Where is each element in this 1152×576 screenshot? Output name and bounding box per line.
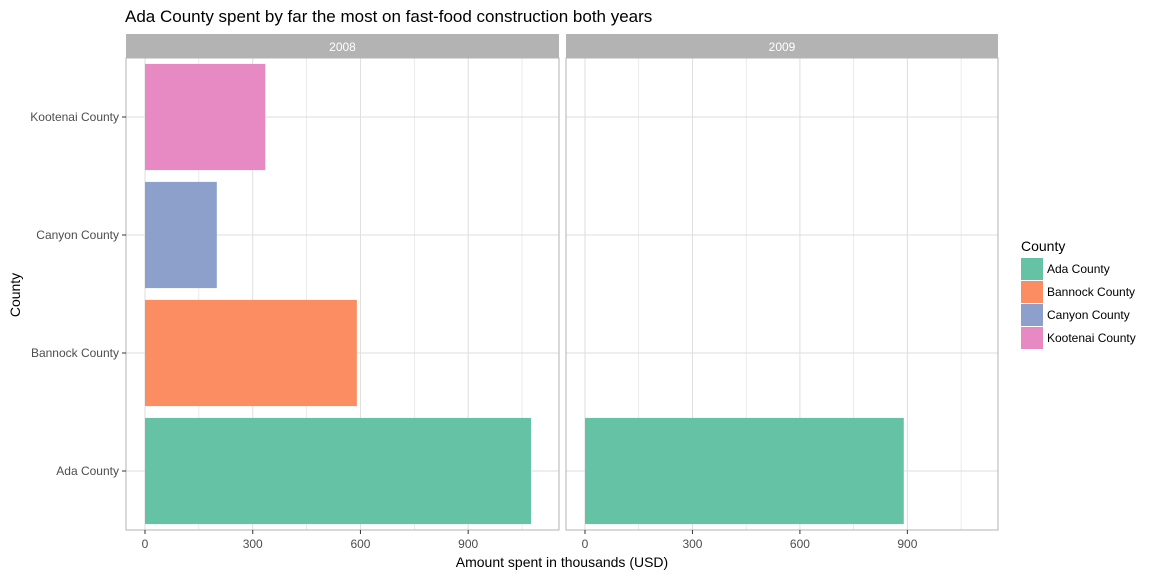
facet-strip (126, 34, 559, 58)
legend-key-ada-county (1021, 258, 1043, 280)
legend-label: Ada County (1047, 262, 1110, 276)
y-tick-label: Kootenai County (30, 110, 119, 124)
y-tick-label: Canyon County (36, 228, 119, 242)
chart-title: Ada County spent by far the most on fast… (125, 7, 652, 26)
y-axis: Ada County Bannock County Canyon County Koo… (30, 110, 126, 478)
facet-strip (566, 34, 998, 58)
legend-label: Bannock County (1047, 285, 1135, 299)
x-tick-label: 600 (790, 537, 810, 551)
x-axis-title: Amount spent in thousands (USD) (456, 554, 668, 570)
bar-ada-county-2008 (145, 417, 532, 525)
x-tick-label: 900 (897, 537, 917, 551)
bar-bannock-county-2008 (145, 299, 357, 407)
x-tick-label: 0 (582, 537, 589, 551)
facet-strip-label: 2008 (329, 40, 356, 54)
x-tick-label: 0 (142, 537, 149, 551)
legend-key-bannock-county (1021, 281, 1043, 303)
panel-border (125, 57, 560, 531)
bar-kootenai-county-2008 (145, 63, 266, 171)
legend-label: Canyon County (1047, 308, 1130, 322)
legend-label: Kootenai County (1047, 331, 1136, 345)
facet-panel-2009: 2009 0 300 600 900 (565, 34, 999, 551)
bar-canyon-county-2008 (145, 181, 217, 289)
panel-border (565, 57, 999, 531)
y-tick-label: Ada County (56, 464, 119, 478)
x-tick-label: 300 (243, 537, 263, 551)
facet-panel-2008: 2008 0 300 600 900 (125, 34, 560, 551)
legend-key-kootenai-county (1021, 327, 1043, 349)
x-tick-label: 300 (682, 537, 702, 551)
legend: County Ada County Bannock County Canyon Cou… (1021, 238, 1136, 349)
x-tick-label: 600 (350, 537, 370, 551)
facet-panels: 2008 0 300 600 900 2009 0 300 600 900 (125, 34, 999, 551)
facet-strip-label: 2009 (769, 40, 796, 54)
x-tick-label: 900 (458, 537, 478, 551)
bar-ada-county-2009 (585, 417, 904, 525)
y-axis-title: County (7, 273, 23, 317)
y-tick-label: Bannock County (31, 346, 119, 360)
legend-title: County (1021, 238, 1065, 254)
legend-key-canyon-county (1021, 304, 1043, 326)
